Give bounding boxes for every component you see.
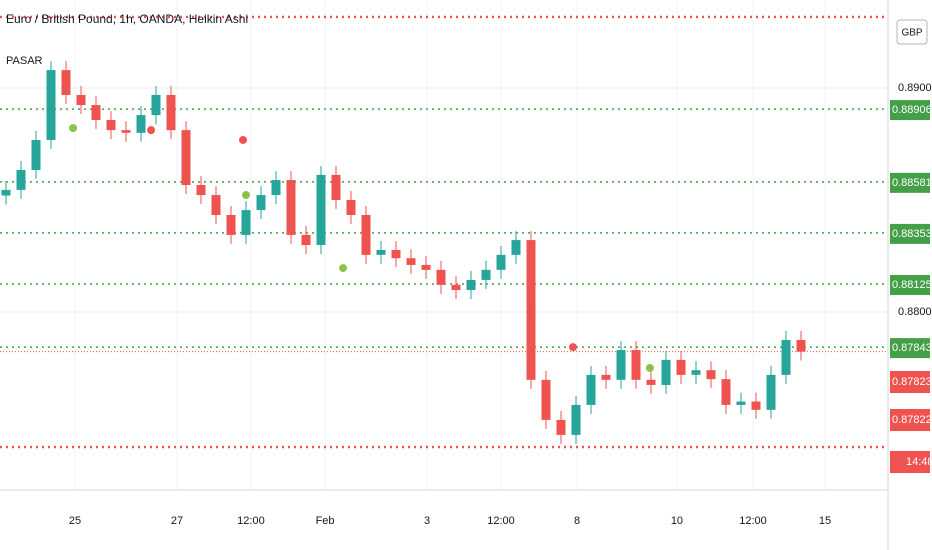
candle-body — [556, 419, 566, 435]
candle-body — [181, 130, 191, 185]
level-label: 0.88125 — [892, 279, 932, 291]
indicator-label: PASAR — [6, 55, 43, 67]
level-label: 0.88353 — [892, 228, 932, 240]
candle-body — [241, 210, 251, 235]
candle-body — [616, 350, 626, 380]
y-tick-label: 0.88000 — [898, 306, 932, 318]
sar-dot — [242, 191, 250, 200]
candle-body — [151, 94, 161, 116]
candle-body — [661, 359, 671, 385]
candle-body — [736, 401, 746, 405]
candle-body — [46, 70, 56, 140]
candle-body — [691, 370, 701, 375]
sar-dot — [569, 343, 577, 352]
candle-body — [256, 195, 266, 211]
candle-body — [31, 139, 41, 170]
candle-body — [196, 184, 206, 196]
candle-body — [511, 240, 521, 255]
candle-body — [136, 115, 146, 133]
candle-body — [466, 279, 476, 291]
candle-body — [16, 169, 26, 190]
currency-button[interactable] — [896, 19, 928, 45]
x-tick-label: 25 — [69, 515, 81, 527]
level-label: 0.87843 — [892, 342, 932, 354]
candle-body — [316, 174, 326, 245]
candle-body — [781, 339, 791, 375]
candle-body — [361, 214, 371, 255]
candle-body — [106, 120, 116, 131]
candle-body — [541, 379, 551, 420]
candle-body — [76, 94, 86, 106]
sar-dot — [239, 135, 247, 144]
x-tick-label: 10 — [671, 515, 683, 527]
candle-body — [481, 269, 491, 280]
candle-body — [766, 374, 776, 410]
candle-body — [796, 339, 806, 352]
sar-dot — [645, 363, 654, 372]
candle-body — [391, 249, 401, 259]
candle-body — [586, 374, 596, 405]
level-label-box — [890, 223, 930, 244]
level-label-box — [890, 172, 930, 193]
currency-label[interactable]: GBP — [901, 28, 922, 39]
candle-body — [421, 264, 431, 270]
x-tick-label: 12:00 — [487, 515, 515, 527]
candle-body — [331, 174, 341, 200]
candle-body — [61, 70, 71, 95]
x-tick-label: Feb — [316, 515, 335, 527]
level-label: 0.88906 — [892, 104, 932, 116]
candle-body — [301, 234, 311, 245]
x-tick-label: 8 — [574, 515, 580, 527]
candle-body — [601, 374, 611, 380]
candle-body — [526, 240, 536, 380]
chart-title: Euro / British Pound, 1h, OANDA, Heikin … — [6, 12, 248, 26]
candle-body — [211, 195, 221, 215]
candle-body — [631, 350, 641, 380]
candle-body — [751, 401, 761, 410]
candle-body — [286, 180, 296, 235]
candle-body — [166, 94, 176, 131]
candle-body — [706, 370, 716, 380]
level-label-box — [890, 274, 930, 295]
level-label-box — [890, 338, 930, 359]
candle-body — [721, 379, 731, 405]
last-price-label: 0.87823 — [892, 376, 932, 388]
alt-price-box — [890, 409, 930, 431]
candle-body — [676, 359, 686, 375]
x-tick-label: 15 — [819, 515, 831, 527]
alt-price-label: 0.87822 — [892, 414, 932, 426]
sar-dot — [147, 126, 156, 135]
x-tick-label: 12:00 — [237, 515, 265, 527]
candle-body — [1, 189, 11, 196]
sar-dot — [69, 124, 78, 133]
level-label-box — [890, 100, 930, 121]
x-tick-label: 3 — [424, 515, 430, 527]
candle-body — [406, 258, 416, 265]
candle-body — [226, 214, 236, 235]
candle-body — [121, 130, 131, 133]
candle-body — [346, 199, 356, 215]
level-label: 0.88581 — [892, 177, 932, 189]
x-tick-label: 27 — [171, 515, 183, 527]
candle-body — [571, 404, 581, 435]
candle-body — [646, 379, 656, 385]
sar-dot — [339, 264, 348, 273]
candle-body — [271, 180, 281, 196]
x-tick-label: 12:00 — [739, 515, 767, 527]
last-price-box — [890, 371, 930, 393]
candle-body — [91, 105, 101, 121]
countdown-box — [890, 451, 930, 473]
countdown-label: 14:48 — [906, 456, 932, 468]
candle-body — [451, 284, 461, 291]
candle-body — [376, 249, 386, 255]
candle-body — [496, 254, 506, 270]
candle-body — [436, 269, 446, 285]
